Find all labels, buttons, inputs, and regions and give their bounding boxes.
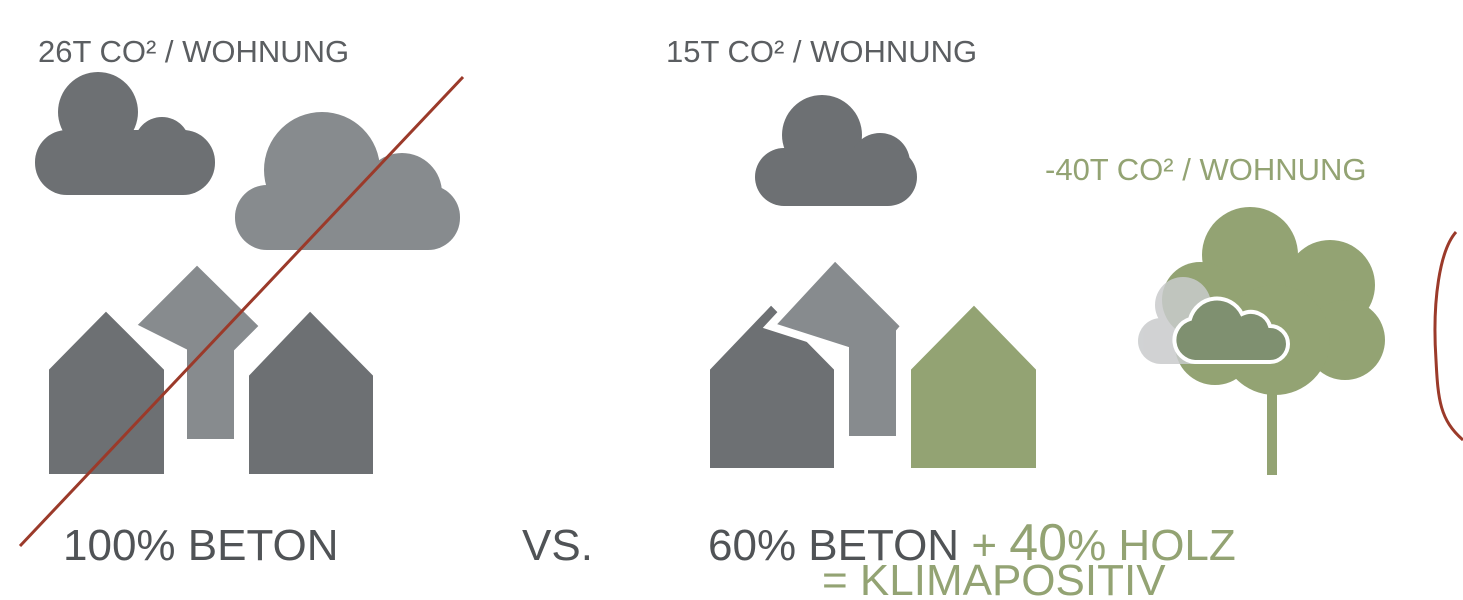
cloud (755, 95, 917, 206)
result-label: = KLIMAPOSITIV (822, 556, 1166, 600)
page: 26T CO² / WOHNUNG 15T CO² / WOHNUNG -40T… (0, 0, 1463, 600)
tree-emission-label: -40T CO² / WOHNUNG (1045, 152, 1367, 187)
cloud (35, 72, 215, 195)
bracket (1435, 232, 1463, 440)
houses (45, 260, 377, 478)
emission-label: 15T CO² / WOHNUNG (666, 34, 977, 69)
cloud (235, 112, 460, 250)
houses (706, 256, 1040, 472)
vs-label: VS. (522, 521, 593, 570)
emission-label: 26T CO² / WOHNUNG (38, 34, 349, 69)
beton-label: 100% BETON (63, 521, 339, 570)
infographic: 26T CO² / WOHNUNG 15T CO² / WOHNUNG -40T… (0, 0, 1463, 600)
